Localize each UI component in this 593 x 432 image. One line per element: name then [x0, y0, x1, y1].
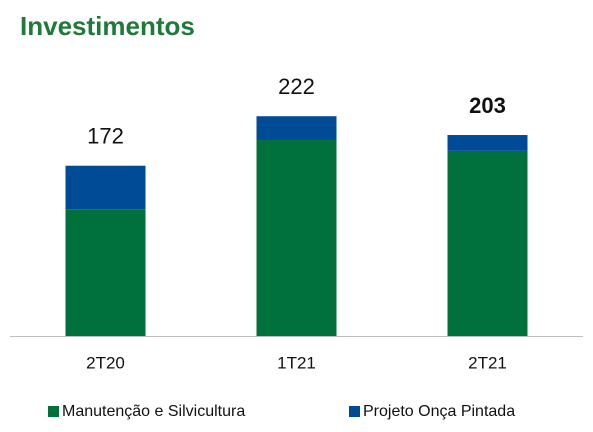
x-tick-label: 1T21 [277, 353, 316, 372]
bar-segment [256, 139, 337, 336]
legend-label: Projeto Onça Pintada [363, 403, 515, 420]
chart-title: Investimentos [20, 11, 195, 41]
bar-segment [447, 135, 528, 151]
bar-segment [65, 165, 146, 210]
x-tick-label: 2T20 [86, 353, 125, 372]
x-tick-label: 2T21 [468, 353, 507, 372]
total-label: 203 [469, 93, 506, 118]
total-label: 172 [87, 124, 124, 149]
legend-label: Manutenção e Silvicultura [62, 403, 245, 420]
bar-segment [447, 150, 528, 336]
bar-segment [65, 209, 146, 336]
bar-segment [256, 116, 337, 140]
total-label: 222 [278, 74, 315, 99]
legend-swatch [349, 406, 360, 417]
legend-swatch [48, 406, 59, 417]
